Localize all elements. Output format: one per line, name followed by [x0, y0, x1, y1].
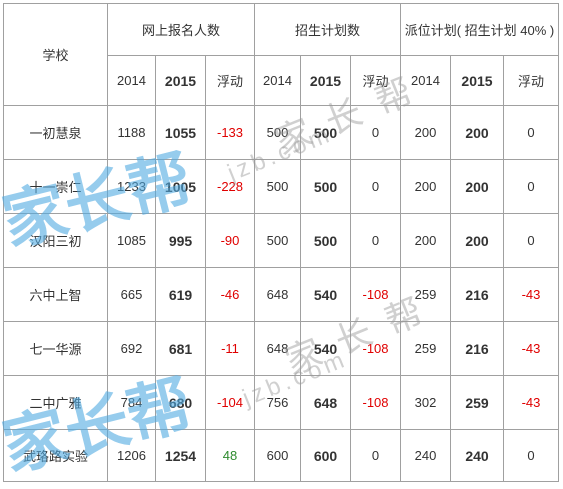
cell: 995 — [155, 213, 206, 268]
cell: 600 — [254, 429, 301, 482]
cell: 0 — [503, 159, 559, 214]
cell: 0 — [350, 105, 401, 160]
school-name: 二中广雅 — [3, 375, 108, 430]
cell: 681 — [155, 321, 206, 376]
cell: 200 — [450, 213, 504, 268]
cell: 48 — [205, 429, 255, 482]
cell: -46 — [205, 267, 255, 322]
group-header: 派位计划( 招生计划 40% ) — [400, 3, 559, 56]
school-name: 六中上智 — [3, 267, 108, 322]
school-name: 七一华源 — [3, 321, 108, 376]
cell: 0 — [503, 429, 559, 482]
cell: -108 — [350, 321, 401, 376]
cell: -133 — [205, 105, 255, 160]
school-name: 武珞路实验 — [3, 429, 108, 482]
cell: -90 — [205, 213, 255, 268]
cell: -108 — [350, 267, 401, 322]
cell: 600 — [300, 429, 351, 482]
group-header: 网上报名人数 — [107, 3, 255, 56]
cell: 784 — [107, 375, 156, 430]
cell: 0 — [503, 105, 559, 160]
sub-header: 2014 — [254, 55, 301, 106]
cell: 0 — [350, 429, 401, 482]
cell: 648 — [300, 375, 351, 430]
cell: -228 — [205, 159, 255, 214]
cell: 500 — [300, 213, 351, 268]
cell: -43 — [503, 321, 559, 376]
cell: 1005 — [155, 159, 206, 214]
sub-header: 2015 — [155, 55, 206, 106]
cell: 692 — [107, 321, 156, 376]
school-name: 一初慧泉 — [3, 105, 108, 160]
cell: 240 — [400, 429, 451, 482]
sub-header: 浮动 — [503, 55, 559, 106]
corner-header: 学校 — [3, 3, 108, 106]
cell: -11 — [205, 321, 255, 376]
cell: 1254 — [155, 429, 206, 482]
cell: 500 — [300, 159, 351, 214]
cell: 665 — [107, 267, 156, 322]
cell: 0 — [350, 159, 401, 214]
cell: 216 — [450, 267, 504, 322]
cell: 1085 — [107, 213, 156, 268]
group-header: 招生计划数 — [254, 3, 401, 56]
cell: 200 — [450, 105, 504, 160]
sub-header: 2014 — [400, 55, 451, 106]
cell: -108 — [350, 375, 401, 430]
cell: 648 — [254, 321, 301, 376]
cell: 1188 — [107, 105, 156, 160]
cell: 200 — [400, 159, 451, 214]
cell: 0 — [503, 213, 559, 268]
school-name: 汉阳三初 — [3, 213, 108, 268]
cell: 1233 — [107, 159, 156, 214]
cell: 200 — [400, 213, 451, 268]
cell: 259 — [400, 321, 451, 376]
cell: 619 — [155, 267, 206, 322]
sub-header: 2015 — [450, 55, 504, 106]
school-name: 十一崇仁 — [3, 159, 108, 214]
cell: 240 — [450, 429, 504, 482]
cell: 1055 — [155, 105, 206, 160]
cell: 500 — [254, 105, 301, 160]
table: 学校 网上报名人数 招生计划数 派位计划( 招生计划 40% ) 2014 201… — [3, 3, 559, 482]
cell: 500 — [300, 105, 351, 160]
cell: 216 — [450, 321, 504, 376]
cell: 302 — [400, 375, 451, 430]
cell: 500 — [254, 213, 301, 268]
cell: 259 — [450, 375, 504, 430]
cell: 1206 — [107, 429, 156, 482]
cell: -43 — [503, 375, 559, 430]
cell: -104 — [205, 375, 255, 430]
cell: 200 — [450, 159, 504, 214]
sub-header: 2014 — [107, 55, 156, 106]
cell: 500 — [254, 159, 301, 214]
cell: 648 — [254, 267, 301, 322]
cell: -43 — [503, 267, 559, 322]
cell: 0 — [350, 213, 401, 268]
cell: 540 — [300, 267, 351, 322]
cell: 540 — [300, 321, 351, 376]
cell: 756 — [254, 375, 301, 430]
cell: 680 — [155, 375, 206, 430]
cell: 200 — [400, 105, 451, 160]
cell: 259 — [400, 267, 451, 322]
sub-header: 浮动 — [205, 55, 255, 106]
sub-header: 浮动 — [350, 55, 401, 106]
sub-header: 2015 — [300, 55, 351, 106]
